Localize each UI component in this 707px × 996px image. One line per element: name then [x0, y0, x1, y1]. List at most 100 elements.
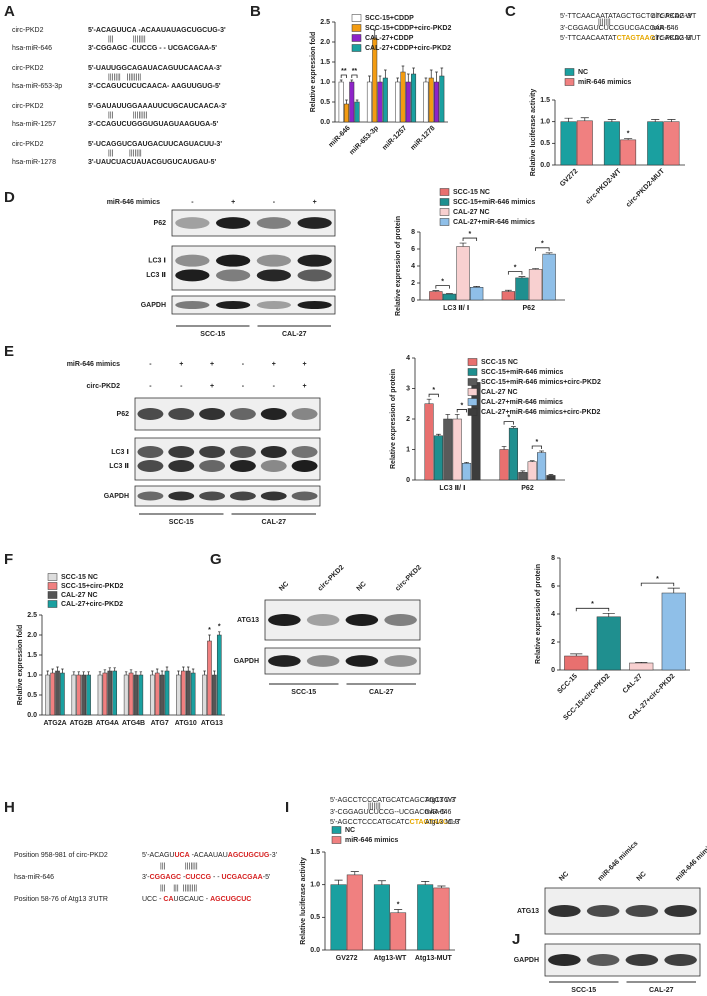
blot-band: [137, 408, 164, 420]
significance-bracket: [575, 607, 610, 612]
bar: [366, 81, 372, 123]
blot-band: [199, 491, 226, 501]
blot-band: [586, 905, 620, 917]
legend-swatch: [439, 188, 450, 196]
bar: [45, 674, 51, 716]
treatment-sign: +: [303, 361, 307, 368]
significance-mark: *: [461, 402, 464, 409]
sequence-part: TCACAG-3': [655, 35, 692, 42]
bar: [647, 121, 664, 166]
x-tick-label: ATG4A: [96, 720, 119, 727]
error-bar: [667, 119, 676, 122]
bar: [395, 81, 401, 123]
legend-label: SCC-15+miR-646 mimics: [481, 369, 563, 376]
error-bar: [518, 276, 526, 278]
bar: [128, 672, 134, 716]
y-tick-label: 1: [406, 446, 410, 453]
legend-swatch: [47, 600, 58, 608]
error-bar: [160, 670, 164, 675]
y-tick-label: 0.5: [540, 140, 550, 147]
construct-name: Atg13 MUT: [425, 819, 461, 826]
error-bar: [139, 671, 143, 675]
error-bar: [529, 460, 535, 462]
lane-label: NC: [636, 871, 648, 883]
blot-band: [175, 254, 210, 267]
x-tick-label: P62: [523, 305, 536, 312]
error-bar: [504, 289, 512, 292]
blot-band: [137, 446, 164, 458]
significance-mark: *: [656, 576, 659, 583]
sequence-part: CA: [163, 896, 173, 903]
blot-band: [137, 460, 164, 472]
bar: [377, 81, 383, 123]
treatment-sign: +: [272, 361, 276, 368]
error-bar: [87, 671, 90, 675]
bar: [546, 475, 556, 481]
blot-band: [625, 905, 659, 917]
error-bar: [464, 461, 469, 464]
x-tick-label: ATG7: [151, 720, 169, 727]
x-tick-label: Atg13-WT: [374, 955, 407, 962]
legend-swatch: [467, 388, 478, 396]
bar: [442, 293, 457, 301]
error-bar: [46, 670, 49, 675]
blot-box: [134, 485, 321, 507]
bar: [138, 674, 144, 716]
treatment-sign: +: [179, 361, 183, 368]
legend-label: CAL-27+miR-646 mimics+circ-PKD2: [481, 409, 601, 416]
error-bar: [350, 79, 354, 82]
bar: [560, 121, 577, 166]
x-tick-label: CAL-27: [622, 673, 644, 695]
sequence-part: CTAGTAAG: [617, 35, 656, 42]
blot-band: [216, 254, 251, 267]
x-tick-label: SCC-15: [556, 673, 579, 696]
y-tick-label: 1.5: [540, 97, 550, 104]
blot-box: [134, 437, 321, 481]
bar: [185, 670, 191, 716]
significance-bracket: [640, 582, 675, 587]
blot-band: [199, 446, 226, 458]
sequence: 3'-CGGAGUCUCCGUCGACGAA-5': [560, 25, 672, 32]
group-label: SCC-15: [291, 689, 316, 696]
error-bar: [435, 71, 438, 82]
error-bar: [339, 79, 343, 82]
error-bar: [383, 69, 387, 78]
error-bar: [191, 668, 195, 673]
sequence: 5'-TTCAACAATATCTAGTAAGTCACAG-3': [560, 35, 692, 42]
bar: [663, 121, 680, 166]
error-bar: [406, 73, 410, 82]
sequence-part: 3'-: [142, 874, 150, 881]
error-bar: [454, 414, 460, 419]
x-tick-label: miR-646: [328, 125, 352, 149]
error-bar: [473, 286, 481, 288]
blot-band: [256, 269, 291, 282]
blot-band: [229, 460, 256, 472]
blot-band: [199, 408, 226, 420]
bar: [207, 640, 212, 716]
blot-band: [229, 491, 256, 501]
bar: [55, 670, 60, 716]
protein-label: P62: [154, 220, 167, 227]
legend-swatch: [439, 198, 450, 206]
panel-letter: E: [4, 343, 14, 360]
y-tick-label: 0.0: [320, 119, 330, 126]
sequence: 5'-TTCAACAATATAGCTGCTGTCACAG-3': [560, 13, 692, 20]
y-axis-label: Relative luciferase activity: [530, 89, 537, 177]
blot-band: [297, 254, 332, 267]
error-bar: [355, 99, 359, 102]
bar: [76, 674, 82, 716]
significance-bracket: [503, 421, 514, 425]
error-bar: [412, 67, 415, 74]
blot-band: [137, 491, 164, 501]
sequence: 3'-CGGAGC -CUCCG - - UCGACGAA-5': [142, 874, 270, 881]
blot-band: [306, 614, 340, 626]
y-tick-label: 8: [411, 229, 415, 236]
protein-label: LC3 Ⅰ: [111, 449, 129, 456]
bar: [433, 435, 443, 481]
mirna-sequence: 3'-CGGAGC -CUCCG - - UCGACGAA-5': [88, 45, 217, 52]
blot-band: [297, 217, 332, 229]
blot-band: [268, 655, 301, 667]
target-sequence: 5'-UAUUGGCAGAUACAGUUCAACAA-3': [88, 65, 222, 72]
legend-swatch: [564, 78, 575, 86]
